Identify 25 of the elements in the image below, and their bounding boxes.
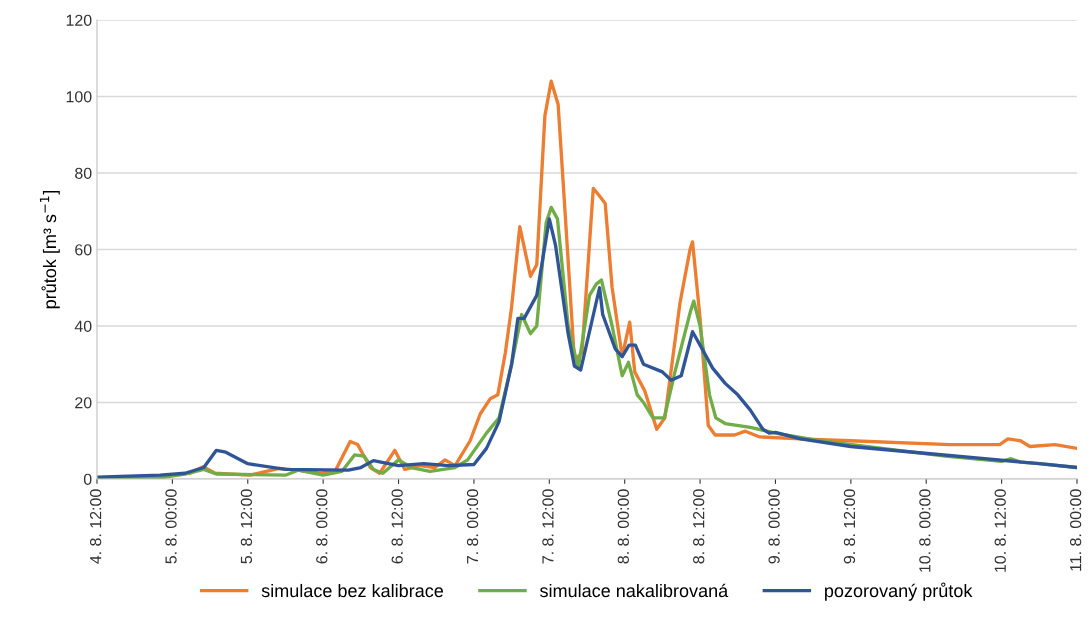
- x-tick-label: 4. 8. 12:00: [89, 489, 102, 564]
- x-tick-label: 9. 8. 12:00: [843, 489, 856, 564]
- y-axis-title: průtok [m³ s$^{−1}$]: [39, 191, 60, 309]
- x-tick-label: 5. 8. 00:00: [165, 489, 177, 564]
- x-tick-label: 10. 8. 00:00: [919, 489, 931, 572]
- x-tick-label: 7. 8. 00:00: [466, 489, 479, 564]
- y-tick-label: 100: [66, 91, 92, 103]
- y-tick-label: 20: [75, 397, 92, 409]
- x-tick-label: 10. 8. 12:00: [994, 489, 1006, 572]
- x-tick-label: 9. 8. 00:00: [768, 489, 780, 564]
- y-tick-label: 40: [74, 320, 92, 332]
- x-tick-label: 11. 8. 00:00: [1069, 489, 1082, 571]
- x-tick-label: 8. 8. 00:00: [617, 489, 629, 564]
- x-tick-label: 8. 8. 12:00: [693, 489, 705, 564]
- x-tick-label: 6. 8. 00:00: [316, 489, 328, 564]
- x-tick-label: 5. 8. 12:00: [240, 489, 253, 564]
- x-tick-label: 6. 8. 12:00: [391, 489, 403, 564]
- legend-label: simulace bez kalibrace: [261, 583, 444, 598]
- y-tick-label: 120: [66, 14, 92, 26]
- x-tick-label: 7. 8. 12:00: [542, 489, 554, 564]
- legend-label: simulace nakalibrovaná: [540, 583, 729, 598]
- y-tick-label: 0: [83, 473, 92, 485]
- y-tick-label: 80: [75, 167, 92, 179]
- y-tick-label: 60: [75, 244, 92, 256]
- legend-label: pozorovaný průtok: [825, 582, 973, 601]
